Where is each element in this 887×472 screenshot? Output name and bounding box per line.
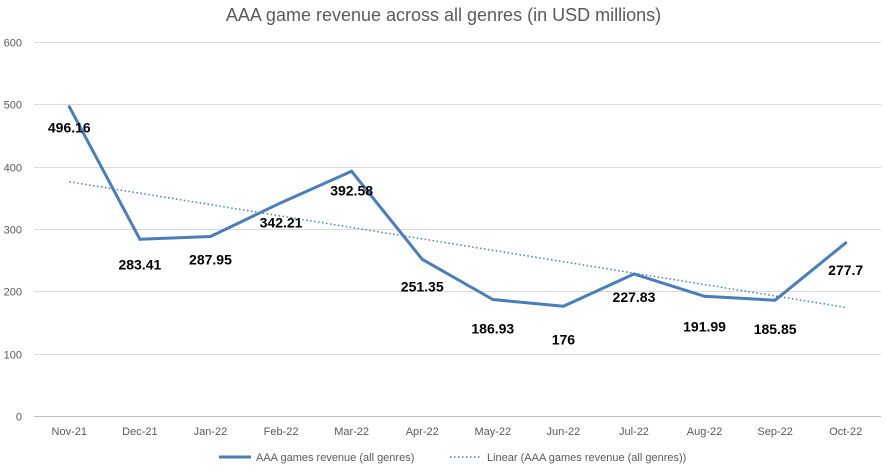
data-point <box>67 105 71 109</box>
data-label: 185.85 <box>754 321 797 337</box>
x-tick-label: Jul-22 <box>619 426 649 438</box>
data-point <box>703 294 707 298</box>
y-tick-label: 500 <box>4 100 22 112</box>
data-point <box>561 304 565 308</box>
x-tick-label: Sep-22 <box>757 426 792 438</box>
data-label: 283.41 <box>118 256 161 272</box>
x-tick-label: Mar-22 <box>334 426 369 438</box>
data-label: 251.35 <box>401 278 444 294</box>
y-tick-label: 0 <box>16 412 22 424</box>
data-label: 287.95 <box>189 252 232 268</box>
series-line <box>67 105 847 308</box>
data-point <box>773 298 777 302</box>
data-point <box>138 237 142 241</box>
x-tick-label: Nov-21 <box>52 426 87 438</box>
data-point <box>844 241 848 245</box>
data-label: 186.93 <box>471 320 514 336</box>
x-tick-label: May-22 <box>474 426 511 438</box>
legend-label-trendline: Linear (AAA games revenue (all genres)) <box>487 452 686 464</box>
y-tick-label: 600 <box>4 38 22 50</box>
x-tick-label: Jan-22 <box>194 426 228 438</box>
legend-label-series: AAA games revenue (all genres) <box>256 452 414 464</box>
data-point <box>350 169 354 173</box>
trendline-linear <box>69 181 846 309</box>
data-label: 176 <box>552 331 576 347</box>
data-label: 392.58 <box>330 182 373 198</box>
data-label: 496.16 <box>48 120 91 136</box>
data-point <box>491 297 495 301</box>
x-tick-label: Apr-22 <box>406 426 439 438</box>
data-label: 191.99 <box>683 318 726 334</box>
data-point <box>632 272 636 276</box>
legend: AAA games revenue (all genres) Linear (AA… <box>219 452 686 464</box>
y-tick-label: 200 <box>4 287 22 299</box>
x-axis: Nov-21 Dec-21 Jan-22 Feb-22 Mar-22 Apr-22 May-… <box>52 426 863 438</box>
data-label: 227.83 <box>613 289 656 305</box>
series <box>67 105 848 308</box>
y-tick-label: 100 <box>4 350 22 362</box>
gridlines <box>34 42 881 417</box>
x-tick-label: Jun-22 <box>547 426 581 438</box>
data-point <box>208 235 212 239</box>
x-tick-label: Aug-22 <box>687 426 722 438</box>
x-tick-label: Dec-21 <box>122 426 157 438</box>
data-point <box>279 201 283 205</box>
data-label: 277.7 <box>828 262 863 278</box>
data-point <box>420 257 424 261</box>
y-tick-label: 300 <box>4 225 22 237</box>
data-labels: 496.16 283.41 287.95 342.21 392.58 251.35 186.… <box>48 120 864 348</box>
data-label: 342.21 <box>260 215 303 231</box>
x-tick-label: Feb-22 <box>264 426 299 438</box>
y-axis: 0 100 200 300 400 500 600 <box>4 38 22 424</box>
chart-title: AAA game revenue across all genres (in U… <box>225 5 662 25</box>
trendline <box>69 181 846 309</box>
x-tick-label: Oct-22 <box>829 426 862 438</box>
y-tick-label: 400 <box>4 163 22 175</box>
